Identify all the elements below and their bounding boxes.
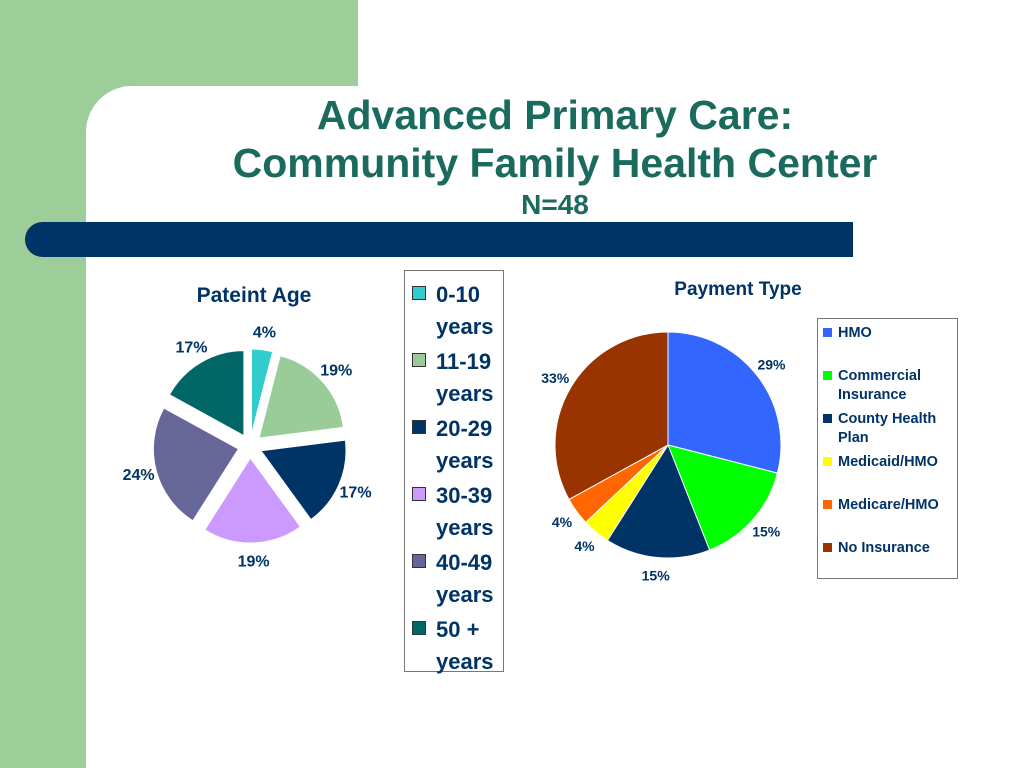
age-legend-label-11-19-years: 11-19 years (436, 349, 494, 406)
payment-pie (554, 331, 782, 559)
payment-legend-swatch-commercial-insurance (823, 371, 832, 380)
payment-data-label-commercial-insurance: 15% (752, 524, 781, 540)
age-slice-50-years (168, 350, 245, 437)
age-legend-swatch-11-19-years (412, 353, 426, 367)
age-data-label-11-19-years: 19% (320, 363, 352, 380)
age-data-label-0-10-years: 4% (253, 325, 276, 342)
age-data-label-20-29-years: 17% (340, 484, 372, 501)
age-legend-label-20-29-years: 20-29 years (436, 416, 494, 473)
age-legend-swatch-20-29-years (412, 420, 426, 434)
age-legend-label-0-10-years: 0-10 years (436, 282, 494, 339)
payment-legend: HMO Commercial Insurance County Health Pla… (817, 318, 958, 579)
payment-legend-swatch-no-insurance (823, 543, 832, 552)
payment-legend-label-medicaid-hmo: Medicaid/HMO (838, 454, 938, 470)
age-data-label-30-39-years: 19% (238, 554, 270, 571)
slide-title-line1: Advanced Primary Care: (316, 92, 794, 138)
payment-data-label-county-health-plan: 15% (642, 567, 671, 583)
age-slice-11-19-years (258, 355, 344, 439)
payment-legend-swatch-county-health-plan (823, 414, 832, 423)
payment-slice-county-health-plan (606, 443, 711, 559)
payment-legend-swatch-hmo (823, 328, 832, 337)
age-data-label-40-49-years: 24% (123, 467, 155, 484)
payment-data-label-hmo: 29% (757, 357, 786, 373)
decorative-navy-bar (25, 222, 853, 257)
age-chart-title: Pateint Age (197, 284, 312, 307)
age-legend-label-50-years: 50 + years (436, 617, 494, 674)
payment-legend-label-county-health-plan: County Health Plan (838, 411, 937, 446)
payment-slice-no-insurance (554, 331, 669, 501)
age-legend-swatch-40-49-years (412, 554, 426, 568)
age-slice-20-29-years (260, 439, 347, 521)
payment-chart-title: Payment Type (674, 279, 801, 300)
age-legend-swatch-0-10-years (412, 286, 426, 300)
age-legend-label-40-49-years: 40-49 years (436, 550, 494, 607)
payment-slice-hmo (667, 331, 782, 474)
age-slice-40-49-years (152, 407, 240, 522)
payment-data-label-medicare-hmo: 4% (552, 514, 573, 530)
age-pie-labels: 4% 19% 17% 19% 24% 17% (123, 325, 372, 571)
age-data-label-50-years: 17% (175, 340, 207, 357)
age-legend: 0-10 years 11-19 years 20-29 years 30-39 ye… (404, 270, 504, 674)
payment-legend-label-medicare-hmo: Medicare/HMO (838, 497, 939, 513)
age-legend-swatch-50-years (412, 621, 426, 635)
payment-legend-label-no-insurance: No Insurance (838, 540, 930, 556)
slide-title-line2: Community Family Health Center (232, 140, 878, 186)
age-slice-30-39-years (204, 457, 302, 544)
payment-data-label-no-insurance: 33% (541, 370, 570, 386)
payment-data-label-medicaid-hmo: 4% (574, 538, 595, 554)
age-legend-label-30-39-years: 30-39 years (436, 483, 494, 540)
payment-pie-labels: 29% 15% 15% 4%4% 33% (541, 357, 786, 584)
age-slice-0-10-years (251, 348, 274, 435)
slide-subtitle-n: N=48 (521, 189, 589, 220)
payment-legend-swatch-medicaid-hmo (823, 457, 832, 466)
payment-legend-label-hmo: HMO (838, 325, 872, 341)
age-legend-swatch-30-39-years (412, 487, 426, 501)
age-pie (152, 348, 347, 544)
payment-legend-label-commercial-insurance: Commercial Insurance (838, 368, 922, 403)
payment-slice-commercial-insurance (667, 444, 779, 551)
payment-legend-swatch-medicare-hmo (823, 500, 832, 509)
